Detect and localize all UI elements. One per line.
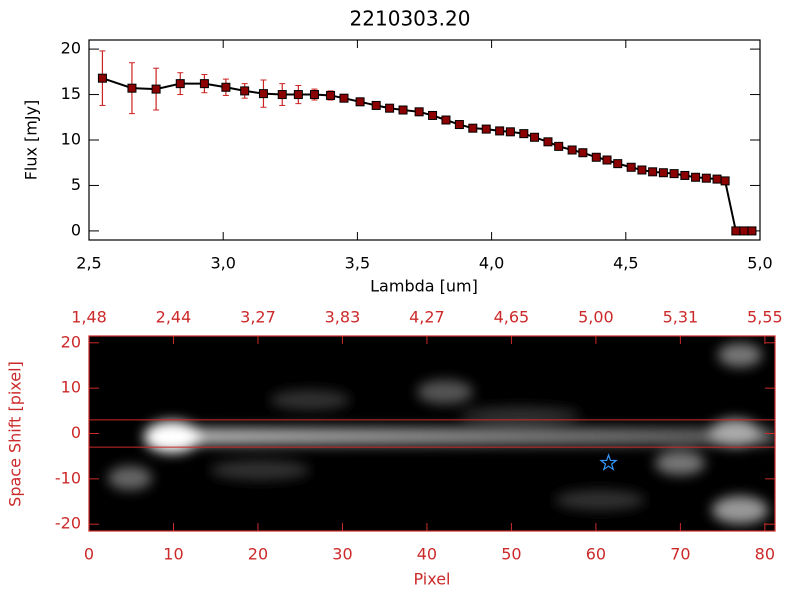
y-tick-label: 20 — [61, 332, 81, 351]
data-point — [658, 168, 668, 178]
data-point — [543, 137, 553, 147]
data-point — [519, 129, 529, 139]
y-tick-label: 10 — [61, 130, 81, 149]
x2-tick-label: 4,65 — [494, 308, 530, 327]
data-point — [701, 173, 711, 183]
y-tick-label: 5 — [71, 175, 81, 194]
x-tick-label: 70 — [670, 545, 690, 564]
y-tick-label: 0 — [71, 220, 81, 239]
x2-tick-label: 4,27 — [409, 308, 445, 327]
x-tick-label: 50 — [501, 545, 521, 564]
x-tick-label: 4,5 — [613, 254, 638, 273]
x-tick-label: 4,0 — [479, 254, 504, 273]
x-tick-label: 20 — [248, 545, 268, 564]
data-point — [554, 141, 564, 151]
data-point — [151, 84, 161, 94]
x-axis-label: Lambda [um] — [370, 277, 478, 296]
data-point — [326, 90, 336, 100]
data-point — [691, 172, 701, 182]
y-tick-label: -10 — [55, 468, 81, 487]
y-axis-label: Flux [mJy] — [22, 100, 41, 181]
data-point — [258, 89, 268, 99]
data-point — [495, 126, 505, 136]
x-tick-label: 30 — [332, 545, 352, 564]
data-point — [648, 167, 658, 177]
x-tick-label: 2,5 — [76, 254, 101, 273]
flux-line — [102, 77, 752, 232]
data-point — [739, 226, 749, 236]
x-tick-label: 3,0 — [210, 254, 235, 273]
data-point — [127, 83, 137, 93]
data-point — [481, 124, 491, 134]
data-point — [414, 107, 424, 117]
x-tick-label: 40 — [417, 545, 437, 564]
data-point — [712, 174, 722, 184]
x2-tick-label: 5,31 — [663, 308, 699, 327]
y-tick-label: 10 — [61, 378, 81, 397]
data-point — [277, 90, 287, 100]
x-tick-label: 80 — [755, 545, 775, 564]
data-point — [355, 97, 365, 107]
x-axis-label: Pixel — [413, 570, 450, 589]
data-point — [747, 226, 757, 236]
data-point — [530, 132, 540, 142]
data-point — [669, 169, 679, 179]
data-point — [680, 170, 690, 180]
data-point — [371, 100, 381, 110]
y-tick-label: 15 — [61, 84, 81, 103]
data-point — [637, 165, 647, 175]
data-point — [567, 145, 577, 155]
data-point — [731, 226, 741, 236]
y-tick-label: -20 — [55, 514, 81, 533]
chart-title: 2210303.20 — [350, 7, 471, 31]
data-point — [293, 90, 303, 100]
x-tick-label: 60 — [586, 545, 606, 564]
data-point — [578, 148, 588, 158]
data-point — [428, 110, 438, 120]
spectrum-image — [89, 336, 775, 531]
x2-tick-label: 3,83 — [325, 308, 361, 327]
data-point — [97, 73, 107, 83]
y-tick-label: 0 — [71, 423, 81, 442]
data-point — [720, 176, 730, 186]
data-point — [339, 93, 349, 103]
star-marker — [599, 453, 618, 471]
data-point — [240, 86, 250, 96]
x2-tick-label: 1,48 — [71, 308, 107, 327]
x2-tick-label: 2,44 — [156, 308, 192, 327]
data-point — [309, 90, 319, 100]
data-point — [602, 155, 612, 165]
x-tick-label: 3,5 — [345, 254, 370, 273]
data-point — [454, 120, 464, 130]
data-point — [175, 79, 185, 89]
x-tick-label: 10 — [163, 545, 183, 564]
x2-tick-label: 5,55 — [747, 308, 783, 327]
data-point — [385, 103, 395, 113]
data-point — [441, 115, 451, 125]
data-point — [591, 152, 601, 162]
data-point — [626, 162, 636, 172]
y-axis-label: Space Shift [pixel] — [6, 361, 25, 507]
x-tick-label: 0 — [84, 545, 94, 564]
data-point — [505, 127, 515, 137]
x2-tick-label: 3,27 — [240, 308, 276, 327]
data-point — [221, 82, 231, 92]
x-tick-label: 5,0 — [747, 254, 772, 273]
x2-tick-label: 5,00 — [578, 308, 614, 327]
data-point — [468, 123, 478, 133]
data-point — [613, 159, 623, 169]
data-point — [199, 79, 209, 89]
y-tick-label: 20 — [61, 39, 81, 58]
data-point — [398, 105, 408, 115]
plot-frame — [88, 39, 761, 241]
